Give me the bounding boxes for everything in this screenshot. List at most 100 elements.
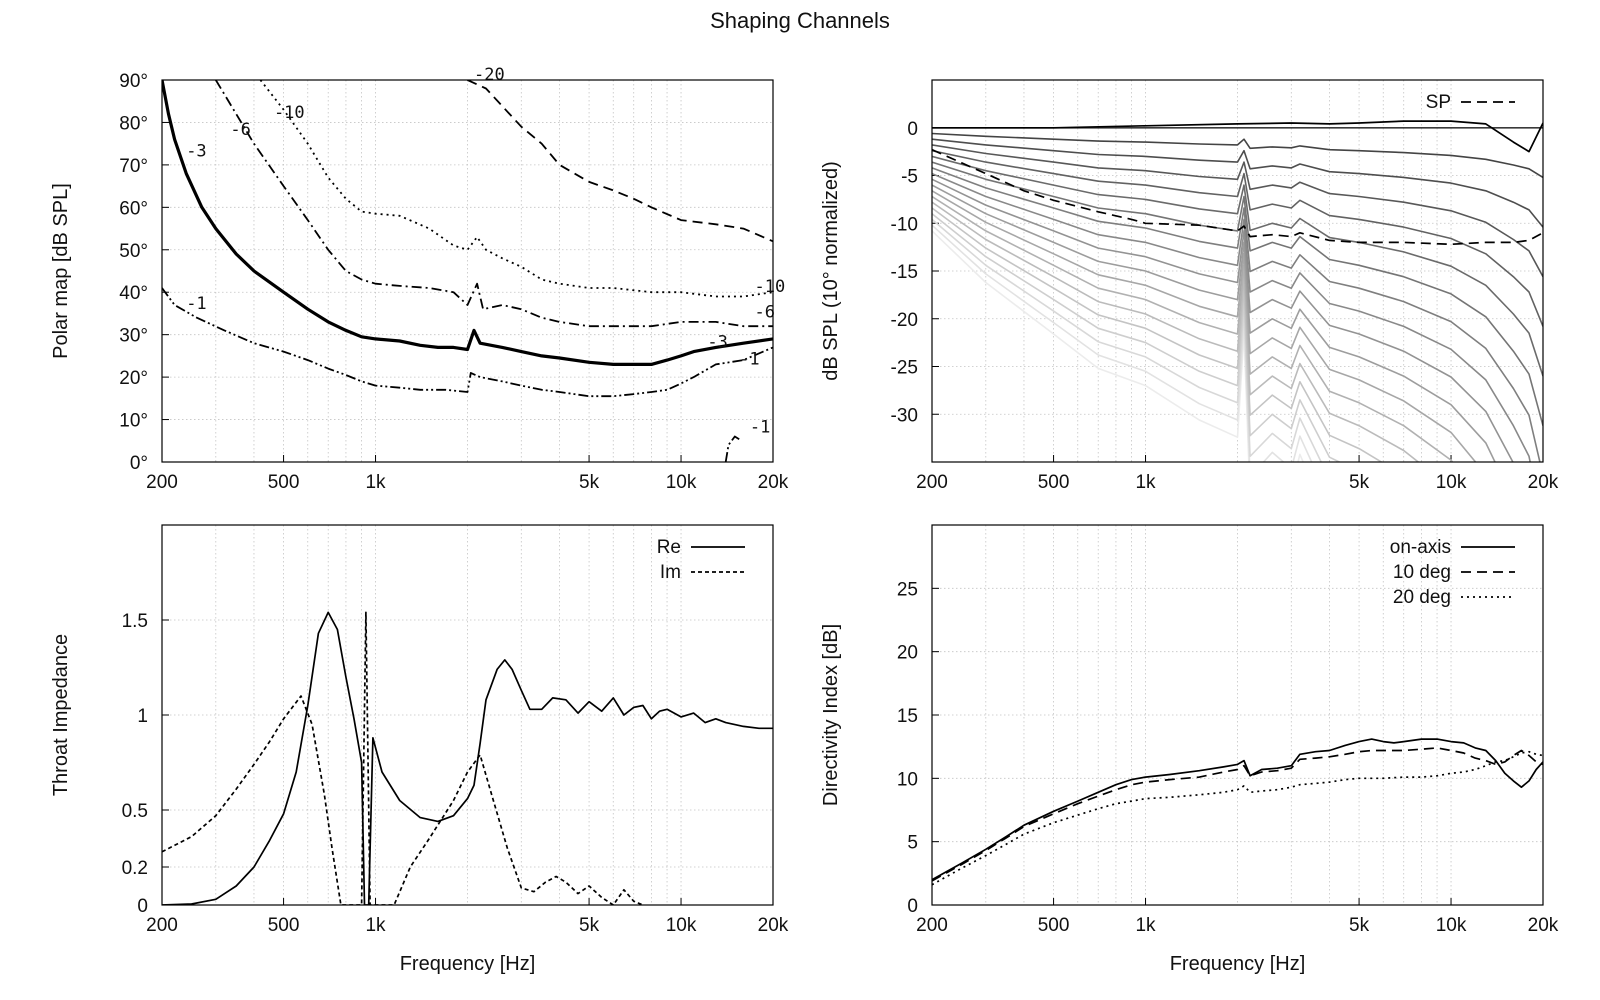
polar-angle-line	[932, 138, 1543, 228]
y-tick-label: 20	[897, 643, 918, 664]
x-tick-label: 20k	[1528, 915, 1559, 936]
x-tick-label: 10k	[666, 915, 697, 936]
series-line-Re	[162, 611, 773, 905]
x-tick-label: 200	[916, 472, 948, 493]
x-tick-label: 5k	[1349, 915, 1370, 936]
impedance-plot-area	[162, 611, 773, 905]
x-tick-label: 200	[146, 472, 178, 493]
spl-chart: 200 500 1k 5k 10k 20k 0 -5 -10 -15 -20 -25 -30 dB SPL…	[820, 79, 1559, 493]
contour-label: -1	[186, 294, 206, 314]
contour-label: -10	[755, 277, 786, 297]
di-grid	[931, 525, 1544, 906]
series-line-on-axis	[932, 738, 1543, 881]
y-tick-label: 25	[897, 579, 918, 600]
y-tick-label: 0	[907, 896, 918, 917]
legend-label: SP	[1426, 92, 1451, 113]
series-line-10-deg	[932, 747, 1543, 882]
y-tick-label: -10	[891, 214, 918, 235]
x-tick-label: 10k	[1436, 915, 1467, 936]
polar-angle-line	[932, 224, 1313, 462]
di-plot-area	[932, 738, 1543, 886]
y-tick-label: 0	[137, 896, 148, 917]
x-tick-label: 1k	[1135, 915, 1156, 936]
polar-angle-line	[932, 132, 1543, 179]
y-tick-label: -5	[901, 167, 918, 188]
x-tick-label: 200	[146, 915, 178, 936]
legend-label: Im	[660, 562, 681, 583]
impedance-frame	[161, 524, 774, 906]
x-tick-label: 5k	[1349, 472, 1370, 493]
polar-angle-line	[932, 167, 1541, 462]
contour-label: -1	[750, 417, 770, 437]
di-chart: 200 500 1k 5k 10k 20k 0 5 10 15 20 25 Frequency [Hz]…	[820, 524, 1559, 975]
legend-label: Re	[657, 537, 681, 558]
y-tick-label: 90°	[119, 71, 148, 92]
polar-angle-line	[932, 155, 1543, 377]
impedance-chart: 200 500 1k 5k 10k 20k 0 0.2 0.5 1 1.5 Frequency [Hz…	[50, 524, 789, 975]
series-line--1	[724, 435, 743, 462]
polar-angle-line	[932, 172, 1531, 462]
y-tick-label: -20	[891, 310, 918, 331]
contour-label: -10	[274, 103, 305, 123]
y-tick-label: 1	[137, 706, 148, 727]
polar-angle-line	[932, 195, 1454, 462]
polar-angle-line	[932, 161, 1543, 426]
y-tick-label: 10	[897, 769, 918, 790]
y-tick-label: 50°	[119, 241, 148, 262]
x-axis-label: Frequency [Hz]	[400, 953, 536, 975]
contour-label: -20	[474, 65, 505, 85]
legend-label: 10 deg	[1393, 562, 1451, 583]
polar-angle-line	[932, 184, 1496, 462]
series-line--1	[162, 287, 773, 398]
x-tick-label: 1k	[365, 472, 386, 493]
spl-legend: SP	[1426, 92, 1515, 113]
impedance-grid	[161, 525, 774, 906]
y-tick-label: 0	[907, 119, 918, 140]
y-axis-label: Directivity Index [dB]	[820, 624, 842, 806]
x-tick-label: 20k	[1528, 472, 1559, 493]
y-tick-label: 1.5	[122, 611, 148, 632]
contour-label: -3	[186, 141, 206, 161]
x-tick-label: 1k	[365, 915, 386, 936]
x-tick-label: 10k	[666, 472, 697, 493]
impedance-legend: Re Im	[657, 537, 745, 583]
polar-angle-line	[932, 190, 1477, 462]
y-tick-label: 40°	[119, 283, 148, 304]
y-tick-label: 0.2	[122, 858, 148, 879]
y-tick-label: 0°	[130, 453, 148, 474]
y-tick-label: -25	[891, 358, 918, 379]
x-tick-label: 500	[1038, 472, 1070, 493]
y-axis-label: dB SPL (10° normalized)	[820, 161, 842, 381]
y-axis-label: Throat Impedance	[50, 634, 72, 796]
contour-label: -6	[230, 120, 250, 140]
y-tick-label: 10°	[119, 411, 148, 432]
polar-angle-line	[932, 207, 1383, 462]
series-line--10	[259, 80, 773, 298]
spl-frame	[931, 79, 1544, 463]
x-tick-label: 5k	[579, 915, 600, 936]
y-tick-label: 15	[897, 706, 918, 727]
y-tick-label: -30	[891, 405, 918, 426]
x-tick-label: 500	[268, 915, 300, 936]
polar-angle-line	[932, 201, 1420, 462]
y-tick-label: 30°	[119, 326, 148, 347]
legend-label: 20 deg	[1393, 587, 1451, 608]
di-legend: on-axis 10 deg 20 deg	[1390, 537, 1515, 608]
di-frame	[931, 524, 1544, 906]
polar-frame	[161, 79, 774, 463]
y-tick-label: 60°	[119, 198, 148, 219]
x-axis-label: Frequency [Hz]	[1170, 953, 1306, 975]
y-tick-label: -15	[891, 262, 918, 283]
series-line-Im	[162, 611, 644, 905]
x-tick-label: 10k	[1436, 472, 1467, 493]
y-tick-label: 5	[907, 833, 918, 854]
page-title: Shaping Channels	[710, 8, 890, 33]
polar-angle-line	[932, 144, 1543, 278]
series-line--20	[467, 80, 773, 243]
x-tick-label: 500	[1038, 915, 1070, 936]
y-tick-label: 20°	[119, 368, 148, 389]
polar-angle-line	[932, 230, 1305, 462]
series-line-on-axis	[932, 120, 1543, 153]
y-axis-label: Polar map [dB SPL]	[50, 183, 72, 359]
contour-label: -1	[739, 349, 759, 369]
